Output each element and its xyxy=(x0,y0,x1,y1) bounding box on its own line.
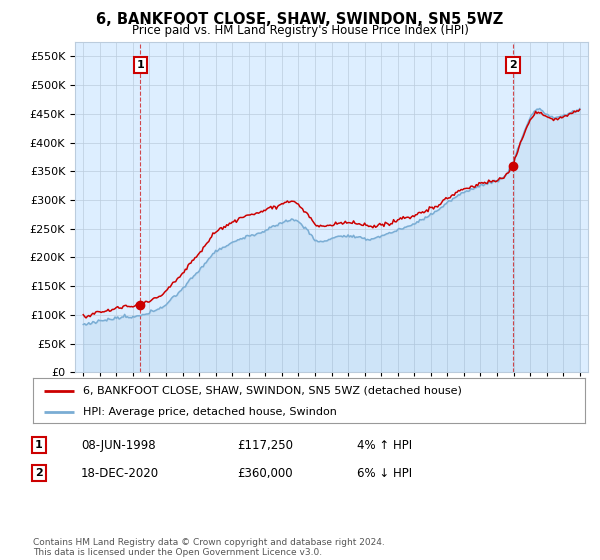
Text: 1: 1 xyxy=(136,60,144,70)
Text: 2: 2 xyxy=(35,468,43,478)
Text: £117,250: £117,250 xyxy=(237,438,293,452)
Text: £360,000: £360,000 xyxy=(237,466,293,480)
Text: HPI: Average price, detached house, Swindon: HPI: Average price, detached house, Swin… xyxy=(83,407,337,417)
Text: 6, BANKFOOT CLOSE, SHAW, SWINDON, SN5 5WZ: 6, BANKFOOT CLOSE, SHAW, SWINDON, SN5 5W… xyxy=(97,12,503,27)
Text: Contains HM Land Registry data © Crown copyright and database right 2024.
This d: Contains HM Land Registry data © Crown c… xyxy=(33,538,385,557)
Text: 08-JUN-1998: 08-JUN-1998 xyxy=(81,438,155,452)
Text: Price paid vs. HM Land Registry's House Price Index (HPI): Price paid vs. HM Land Registry's House … xyxy=(131,24,469,36)
Text: 6% ↓ HPI: 6% ↓ HPI xyxy=(357,466,412,480)
Text: 1: 1 xyxy=(35,440,43,450)
Text: 6, BANKFOOT CLOSE, SHAW, SWINDON, SN5 5WZ (detached house): 6, BANKFOOT CLOSE, SHAW, SWINDON, SN5 5W… xyxy=(83,385,461,395)
Text: 2: 2 xyxy=(509,60,517,70)
Text: 18-DEC-2020: 18-DEC-2020 xyxy=(81,466,159,480)
Text: 4% ↑ HPI: 4% ↑ HPI xyxy=(357,438,412,452)
